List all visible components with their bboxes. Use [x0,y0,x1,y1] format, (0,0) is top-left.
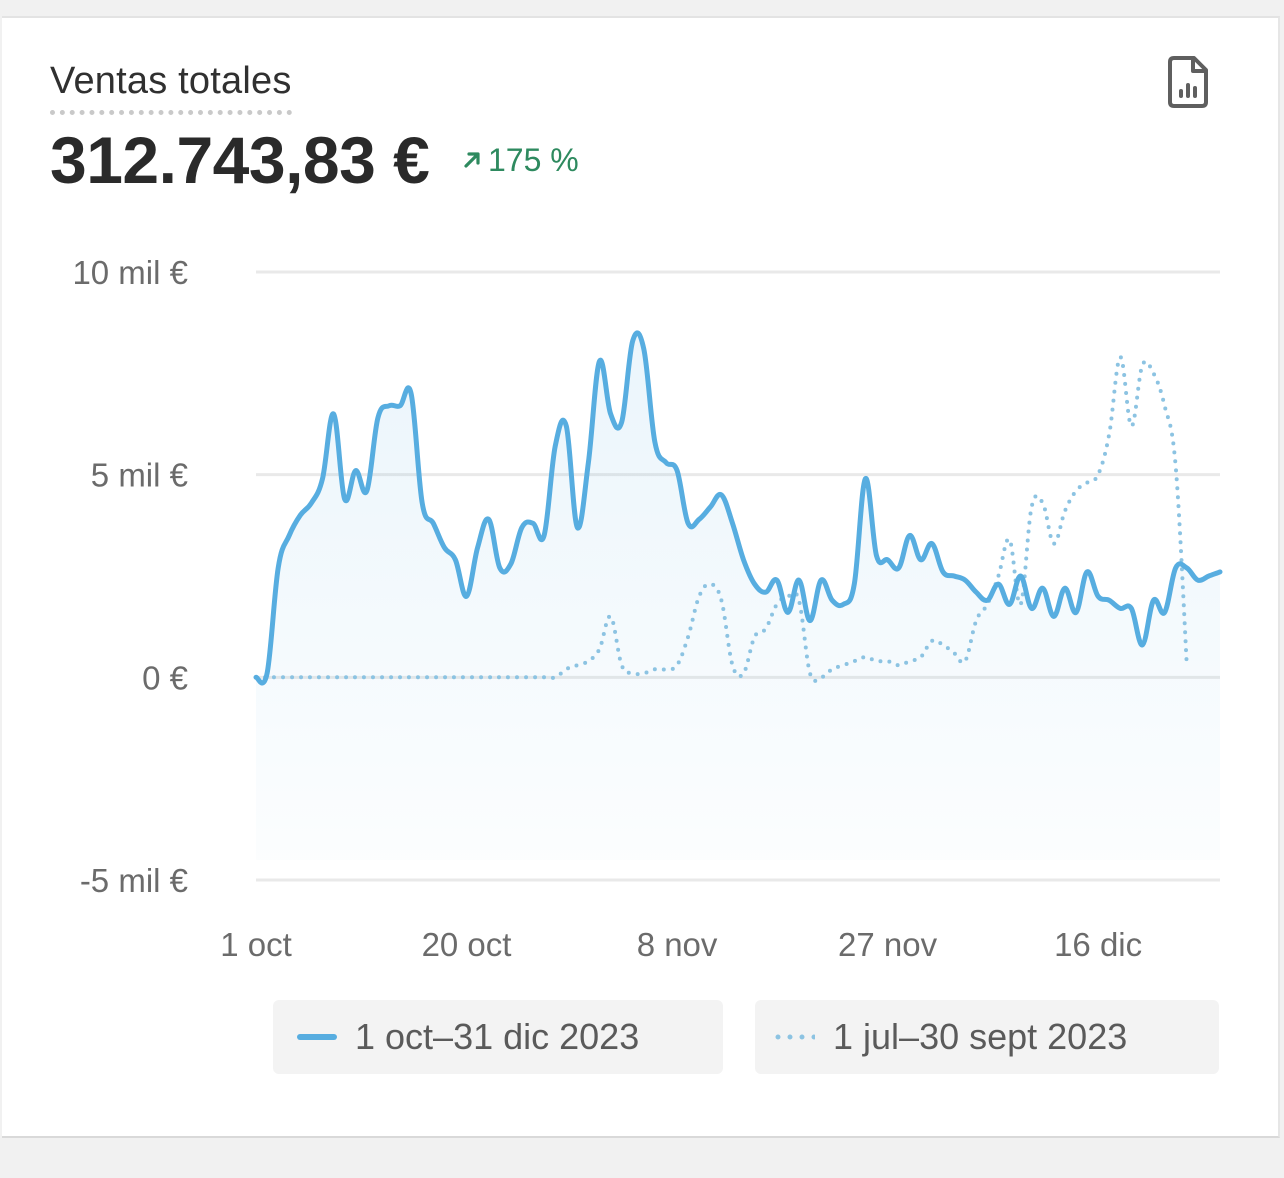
series-line-current[interactable] [253,330,1223,686]
sales-line-chart: 10 mil € 5 mil € 0 € -5 mil € 1 oct 20 oct 8 … [72,254,1223,963]
y-tick-label: 10 mil € [72,254,188,291]
y-axis-labels: 10 mil € 5 mil € 0 € -5 mil € [72,254,188,899]
legend-label-comparison: 1 jul–30 sept 2023 [833,1016,1128,1057]
change-percent: 175 % [488,142,579,178]
y-tick-label: 0 € [142,659,188,696]
x-axis-labels: 1 oct 20 oct 8 nov 27 nov 16 dic [220,926,1142,963]
x-tick-label: 27 nov [838,926,938,963]
legend-item-current[interactable]: 1 oct–31 dic 2023 [273,1000,723,1074]
legend-label-current: 1 oct–31 dic 2023 [355,1016,640,1057]
legend-item-comparison[interactable]: 1 jul–30 sept 2023 [755,1000,1219,1074]
total-sales-value: 312.743,83 € [50,123,430,197]
card-title[interactable]: Ventas totales [50,58,292,115]
y-tick-label: -5 mil € [80,862,188,899]
series-area-fill [256,332,1220,860]
legend-dotted-swatch [775,1034,815,1040]
x-tick-label: 16 dic [1054,926,1142,963]
legend-solid-swatch [297,1034,337,1040]
series-line-comparison[interactable] [254,355,1189,683]
x-tick-label: 1 oct [220,926,292,963]
x-tick-label: 20 oct [422,926,512,963]
x-tick-label: 8 nov [637,926,718,963]
y-tick-label: 5 mil € [91,457,188,494]
change-indicator: 175 % [462,140,579,180]
arrow-up-right-icon [464,152,480,168]
file-chart-icon [1168,56,1208,108]
view-report-button[interactable] [1160,52,1216,112]
